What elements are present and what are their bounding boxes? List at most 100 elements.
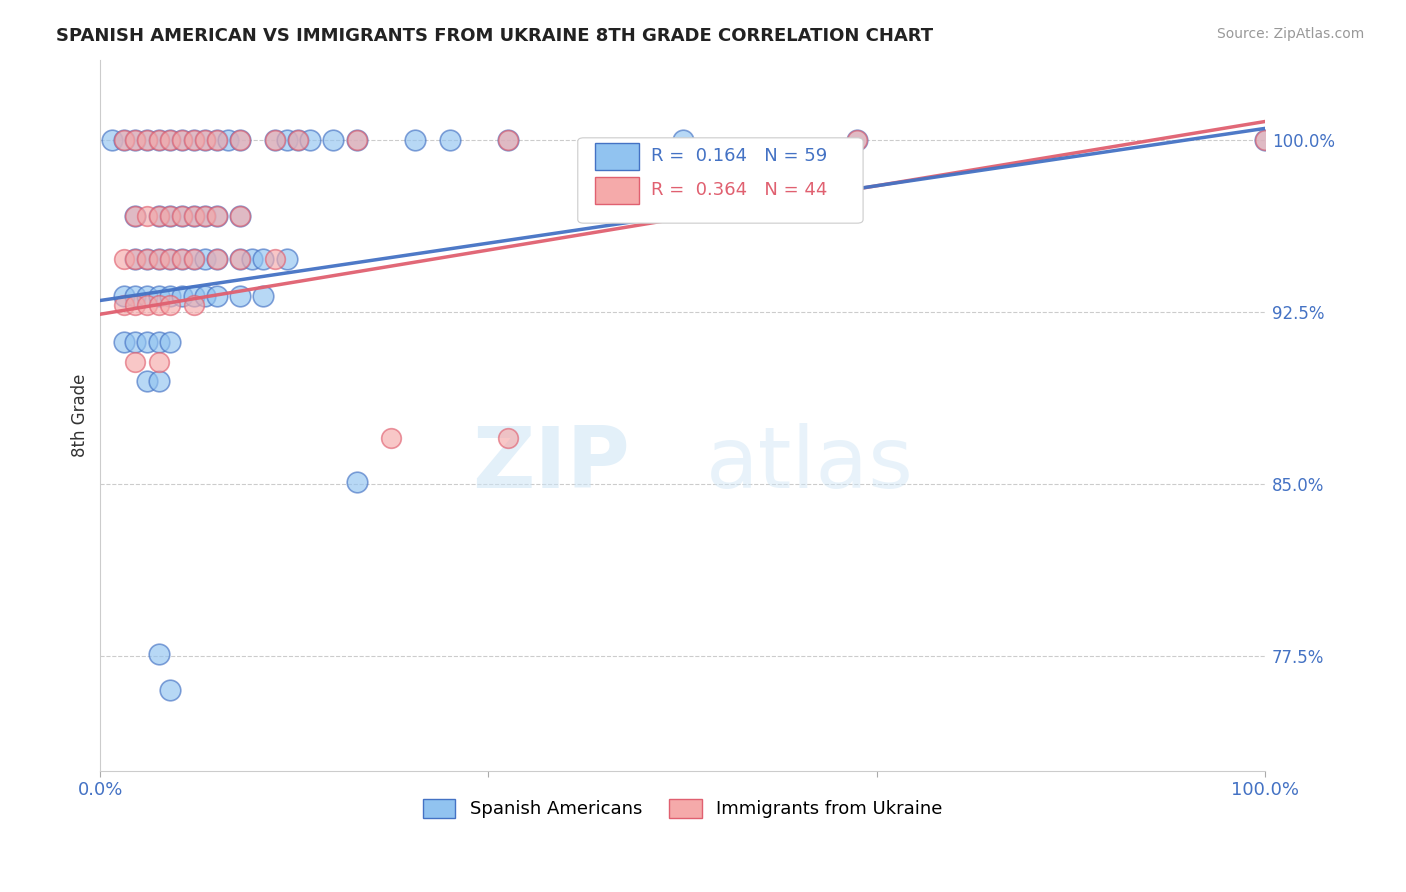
Point — [229, 133, 252, 147]
Point — [112, 334, 135, 349]
Point — [439, 133, 461, 147]
Point — [183, 252, 205, 267]
Point — [183, 209, 205, 223]
Point — [496, 133, 519, 147]
Point — [252, 289, 274, 303]
Point — [194, 209, 217, 223]
Point — [159, 252, 181, 267]
Point — [846, 133, 869, 147]
Point — [194, 133, 217, 147]
Text: ZIP: ZIP — [472, 424, 630, 507]
Point — [124, 355, 146, 369]
Point — [240, 252, 263, 267]
Point — [136, 289, 159, 303]
Point — [671, 133, 693, 147]
Point — [148, 298, 170, 312]
Point — [496, 133, 519, 147]
Point — [252, 252, 274, 267]
Point — [346, 475, 368, 489]
Point — [112, 133, 135, 147]
Point — [124, 289, 146, 303]
Point — [136, 252, 159, 267]
Point — [159, 298, 181, 312]
Text: R =  0.164   N = 59: R = 0.164 N = 59 — [651, 146, 827, 165]
Point — [148, 252, 170, 267]
Point — [148, 289, 170, 303]
Point — [159, 683, 181, 698]
Point — [404, 133, 426, 147]
Point — [276, 252, 298, 267]
Point — [496, 431, 519, 445]
Point — [194, 133, 217, 147]
Point — [136, 298, 159, 312]
Point — [148, 209, 170, 223]
Point — [124, 209, 146, 223]
Point — [124, 133, 146, 147]
Point — [112, 289, 135, 303]
Point — [205, 133, 228, 147]
Point — [124, 334, 146, 349]
Point — [124, 209, 146, 223]
Point — [276, 133, 298, 147]
Point — [148, 133, 170, 147]
Point — [170, 289, 193, 303]
Text: atlas: atlas — [706, 424, 914, 507]
Point — [264, 133, 287, 147]
Text: Source: ZipAtlas.com: Source: ZipAtlas.com — [1216, 27, 1364, 41]
Point — [183, 252, 205, 267]
Point — [112, 133, 135, 147]
Point — [217, 133, 239, 147]
Point — [194, 289, 217, 303]
Point — [170, 133, 193, 147]
Point — [205, 289, 228, 303]
Point — [136, 374, 159, 388]
Point — [148, 209, 170, 223]
Point — [264, 252, 287, 267]
Point — [183, 298, 205, 312]
Point — [1254, 133, 1277, 147]
FancyBboxPatch shape — [595, 143, 640, 169]
Point — [205, 133, 228, 147]
Point — [159, 209, 181, 223]
Text: SPANISH AMERICAN VS IMMIGRANTS FROM UKRAINE 8TH GRADE CORRELATION CHART: SPANISH AMERICAN VS IMMIGRANTS FROM UKRA… — [56, 27, 934, 45]
Point — [170, 252, 193, 267]
Point — [205, 252, 228, 267]
Point — [229, 209, 252, 223]
Point — [159, 252, 181, 267]
Point — [136, 209, 159, 223]
Point — [159, 209, 181, 223]
Text: R =  0.364   N = 44: R = 0.364 N = 44 — [651, 181, 828, 200]
Point — [112, 252, 135, 267]
Point — [380, 431, 402, 445]
Point — [298, 133, 321, 147]
Point — [112, 298, 135, 312]
Point — [287, 133, 309, 147]
Point — [229, 252, 252, 267]
Point — [264, 133, 287, 147]
Point — [159, 133, 181, 147]
Legend: Spanish Americans, Immigrants from Ukraine: Spanish Americans, Immigrants from Ukrai… — [416, 792, 949, 826]
Point — [170, 209, 193, 223]
Point — [159, 289, 181, 303]
Point — [183, 289, 205, 303]
Point — [148, 374, 170, 388]
Point — [136, 133, 159, 147]
Point — [159, 133, 181, 147]
Point — [183, 133, 205, 147]
Point — [148, 252, 170, 267]
Point — [229, 252, 252, 267]
Point — [287, 133, 309, 147]
Point — [170, 209, 193, 223]
Point — [148, 133, 170, 147]
Point — [148, 647, 170, 661]
Point — [229, 289, 252, 303]
Point — [229, 209, 252, 223]
Point — [183, 133, 205, 147]
Point — [136, 133, 159, 147]
Point — [1254, 133, 1277, 147]
Point — [124, 133, 146, 147]
Point — [194, 209, 217, 223]
Point — [205, 252, 228, 267]
Point — [170, 252, 193, 267]
Point — [170, 133, 193, 147]
